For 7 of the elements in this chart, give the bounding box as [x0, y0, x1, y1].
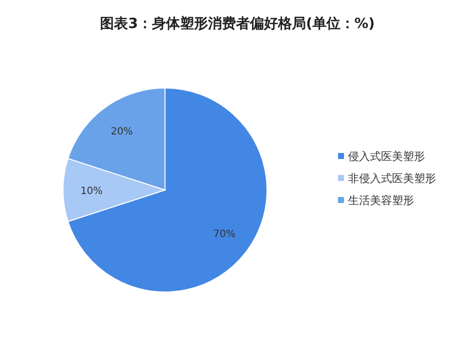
data-label: 20%	[110, 126, 133, 138]
legend-label: 生活美容塑形	[348, 194, 414, 207]
data-label: 10%	[80, 186, 103, 197]
legend-label: 非侵入式医美塑形	[348, 172, 436, 185]
chart-title: 图表3：身体塑形消费者偏好格局(单位：%)	[100, 15, 375, 32]
data-label: 70%	[213, 229, 236, 240]
legend-label: 侵入式医美塑形	[348, 150, 425, 163]
